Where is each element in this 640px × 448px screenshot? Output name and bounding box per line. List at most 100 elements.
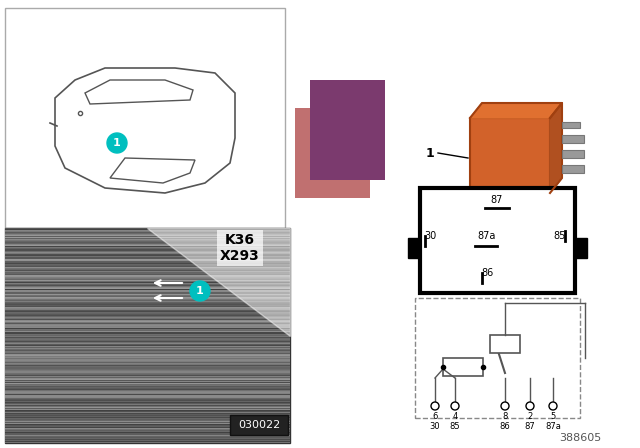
Bar [5, 251, 290, 252]
Bar [5, 260, 290, 261]
Bar [5, 343, 290, 344]
Bar [5, 239, 290, 240]
Bar [5, 422, 290, 423]
Bar [5, 252, 290, 253]
Bar [5, 319, 290, 320]
Bar [5, 405, 290, 406]
Bar [5, 261, 290, 262]
Bar [5, 340, 290, 341]
Bar [5, 247, 290, 248]
Bar [5, 238, 290, 239]
Bar [5, 241, 290, 242]
Bar [5, 301, 290, 302]
Bar [5, 430, 290, 431]
Bar [5, 231, 290, 232]
Bar [5, 311, 290, 312]
Bar [408, 238, 420, 258]
Bar [5, 305, 290, 306]
Bar [5, 276, 290, 277]
Bar [5, 408, 290, 409]
Circle shape [107, 133, 127, 153]
Bar [5, 372, 290, 373]
Bar [5, 415, 290, 416]
Bar [5, 427, 290, 428]
Bar [5, 423, 290, 424]
Bar [5, 257, 290, 258]
Bar [5, 378, 290, 379]
Bar [5, 335, 290, 336]
Bar [5, 433, 290, 434]
Bar [5, 410, 290, 411]
Bar [562, 165, 584, 173]
Bar [575, 238, 587, 258]
Bar [5, 350, 290, 351]
Bar [5, 309, 290, 310]
Bar [5, 271, 290, 272]
Bar [5, 420, 290, 421]
Bar [5, 337, 290, 338]
Bar [5, 272, 290, 273]
Bar [5, 396, 290, 397]
Bar [5, 333, 290, 334]
Bar [5, 266, 290, 267]
Text: 1: 1 [426, 146, 435, 159]
Bar [5, 345, 290, 346]
Bar [5, 368, 290, 369]
Bar [5, 245, 290, 246]
Bar [5, 388, 290, 389]
Text: 87a: 87a [478, 231, 496, 241]
Bar [5, 329, 290, 330]
Text: 2: 2 [527, 412, 532, 421]
Bar [5, 440, 290, 441]
Text: 8: 8 [502, 412, 508, 421]
Bar [5, 287, 290, 288]
Bar [5, 402, 290, 403]
Bar [5, 267, 290, 268]
Bar [5, 282, 290, 283]
Bar [5, 436, 290, 437]
Bar [5, 339, 290, 340]
Bar [5, 298, 290, 299]
Bar [5, 438, 290, 439]
Bar [5, 265, 290, 266]
Bar [5, 400, 290, 401]
Bar [5, 295, 290, 296]
Text: 4: 4 [452, 412, 458, 421]
Bar [5, 284, 290, 285]
Bar [5, 391, 290, 392]
Bar [5, 229, 290, 230]
Bar [5, 352, 290, 353]
Bar [5, 434, 290, 435]
Bar [5, 250, 290, 251]
Bar [5, 262, 290, 263]
Bar [5, 330, 290, 331]
Bar [5, 228, 290, 443]
Bar [5, 291, 290, 292]
Circle shape [501, 402, 509, 410]
Text: 5: 5 [550, 412, 556, 421]
Bar [5, 300, 290, 301]
Bar [5, 294, 290, 295]
Bar [5, 334, 290, 335]
Circle shape [451, 402, 459, 410]
Text: K36
X293: K36 X293 [220, 233, 260, 263]
Bar [230, 415, 288, 435]
Bar [470, 118, 550, 193]
Bar [5, 395, 290, 396]
Text: 388605: 388605 [559, 433, 601, 443]
Bar [5, 414, 290, 415]
Text: 30: 30 [429, 422, 440, 431]
Bar [5, 248, 290, 249]
Text: 1: 1 [113, 138, 121, 148]
Bar [562, 122, 580, 128]
Bar [5, 382, 290, 383]
Bar [5, 288, 290, 289]
Bar [5, 255, 290, 256]
Bar [5, 375, 290, 376]
Bar [5, 365, 290, 366]
Polygon shape [147, 228, 290, 336]
Bar [5, 385, 290, 386]
Bar [5, 393, 290, 394]
Bar [5, 318, 290, 319]
Text: 86: 86 [500, 422, 510, 431]
